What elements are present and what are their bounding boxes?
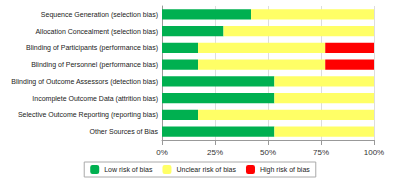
svg-text:Allocation Concealment (select: Allocation Concealment (selection bias)	[35, 28, 158, 36]
svg-text:High risk of bias: High risk of bias	[260, 166, 310, 174]
svg-text:75%: 75%	[313, 148, 329, 157]
svg-text:Incomplete Outcome Data (attri: Incomplete Outcome Data (attrition bias)	[32, 95, 158, 103]
svg-text:Blinding of Participants (perf: Blinding of Participants (performance bi…	[26, 44, 158, 52]
svg-text:Unclear risk of bias: Unclear risk of bias	[176, 166, 236, 173]
svg-text:Blinding of Personnel (perform: Blinding of Personnel (performance bias)	[31, 61, 158, 69]
svg-text:0%: 0%	[156, 148, 168, 157]
svg-text:50%: 50%	[260, 148, 276, 157]
svg-text:Low risk of bias: Low risk of bias	[104, 166, 153, 173]
svg-text:Blinding of Outcome Assessors: Blinding of Outcome Assessors (detection…	[11, 78, 158, 86]
svg-text:Other Sources of Bias: Other Sources of Bias	[90, 128, 159, 135]
svg-text:100%: 100%	[364, 148, 384, 157]
svg-text:25%: 25%	[207, 148, 223, 157]
svg-text:Sequence Generation (selection: Sequence Generation (selection bias)	[41, 11, 158, 19]
svg-text:Selective Outcome Reporting (r: Selective Outcome Reporting (reporting b…	[18, 111, 158, 119]
